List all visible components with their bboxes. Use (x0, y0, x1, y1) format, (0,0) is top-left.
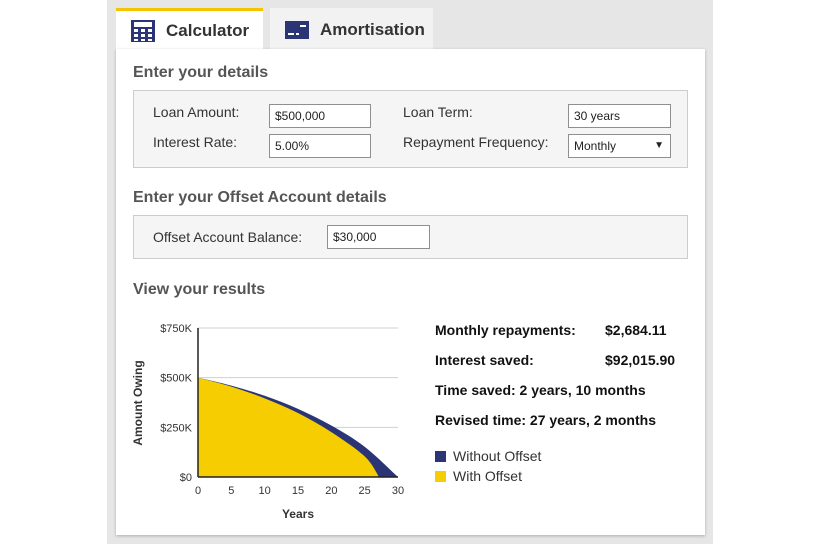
tab-amortisation[interactable]: Amortisation (270, 8, 433, 49)
calculator-icon (130, 19, 156, 43)
repayment-frequency-label: Repayment Frequency: (403, 134, 549, 150)
x-tick-label: 5 (228, 485, 234, 497)
x-tick-label: 30 (392, 485, 404, 497)
tab-calculator-label: Calculator (166, 20, 250, 40)
loan-term-label: Loan Term: (403, 104, 473, 120)
card-icon (284, 18, 310, 42)
offset-balance-input[interactable]: $30,000 (327, 225, 430, 249)
x-axis-label: Years (282, 507, 314, 521)
tab-calculator[interactable]: Calculator (116, 8, 263, 50)
time-saved-text: Time saved: 2 years, 10 months (435, 382, 646, 398)
legend-label-without-offset: Without Offset (453, 448, 542, 464)
legend-without-offset: Without Offset (435, 448, 541, 464)
legend-swatch-without-offset (435, 450, 446, 462)
loan-amount-input[interactable]: $500,000 (269, 104, 371, 128)
repayment-frequency-value: Monthly (574, 139, 617, 153)
series-area-with-offset (198, 377, 380, 477)
details-box: Loan Amount: $500,000 Interest Rate: 5.0… (133, 90, 688, 168)
y-tick-label: $750K (160, 323, 192, 335)
x-tick-label: 15 (292, 485, 304, 497)
loan-amount-label: Loan Amount: (153, 104, 240, 120)
results-title: View your results (133, 281, 266, 298)
x-tick-label: 10 (259, 485, 271, 497)
interest-rate-input[interactable]: 5.00% (269, 134, 371, 158)
y-tick-label: $500K (160, 373, 192, 385)
interest-saved-label: Interest saved: (435, 352, 534, 368)
y-tick-label: $0 (180, 472, 192, 484)
interest-rate-label: Interest Rate: (153, 134, 238, 150)
tab-amortisation-label: Amortisation (320, 20, 425, 39)
revised-time-text: Revised time: 27 years, 2 months (435, 412, 656, 428)
y-tick-label: $250K (160, 422, 192, 434)
offset-title: Enter your Offset Account details (133, 189, 387, 206)
monthly-repayments-label: Monthly repayments: (435, 322, 576, 338)
x-tick-label: 20 (325, 485, 337, 497)
amount-owing-chart: $0 $250K $500K $750K 0 5 10 15 20 25 30 Years Amou… (131, 323, 404, 521)
x-tick-label: 25 (359, 485, 371, 497)
legend-label-with-offset: With Offset (453, 468, 522, 484)
loan-term-input[interactable]: 30 years (568, 104, 671, 128)
x-tick-label: 0 (195, 485, 201, 497)
legend-swatch-with-offset (435, 470, 446, 482)
dropdown-arrow-icon: ▼ (654, 140, 664, 151)
interest-saved-value: $92,015.90 (605, 352, 676, 368)
details-title: Enter your details (133, 64, 269, 81)
offset-balance-label: Offset Account Balance: (153, 229, 303, 245)
y-axis-label: Amount Owing (131, 360, 145, 445)
monthly-repayments-value: $2,684.11 (605, 322, 667, 338)
repayment-frequency-select[interactable]: Monthly ▼ (568, 134, 671, 158)
legend-with-offset: With Offset (435, 468, 522, 484)
offset-box: Offset Account Balance: $30,000 (133, 215, 688, 259)
